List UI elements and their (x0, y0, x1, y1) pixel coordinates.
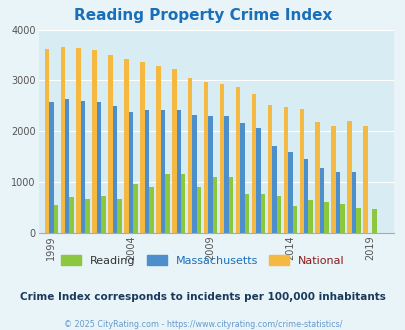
Bar (212, 177, 217, 233)
Bar (324, 202, 328, 233)
Bar (196, 187, 201, 233)
Bar (330, 126, 335, 233)
Bar (101, 196, 106, 233)
Bar (133, 184, 137, 233)
Bar (53, 205, 58, 233)
Bar (335, 172, 339, 233)
Bar (303, 159, 308, 233)
Bar (108, 54, 113, 233)
Bar (117, 199, 121, 233)
Bar (256, 128, 260, 233)
Bar (176, 110, 181, 233)
Bar (49, 102, 53, 233)
Bar (228, 177, 232, 233)
Bar (292, 206, 296, 233)
Bar (76, 49, 81, 233)
Bar (156, 66, 160, 233)
Bar (188, 78, 192, 233)
Bar (85, 199, 90, 233)
Bar (97, 102, 101, 233)
Bar (271, 146, 276, 233)
Bar (208, 116, 212, 233)
Bar (124, 59, 128, 233)
Bar (113, 106, 117, 233)
Bar (144, 110, 149, 233)
Bar (267, 105, 271, 233)
Bar (224, 116, 228, 233)
Legend: Reading, Massachusetts, National: Reading, Massachusetts, National (57, 250, 348, 270)
Bar (65, 99, 69, 233)
Bar (203, 82, 208, 233)
Bar (92, 50, 97, 233)
Bar (45, 49, 49, 233)
Bar (160, 110, 165, 233)
Bar (60, 47, 65, 233)
Text: Crime Index corresponds to incidents per 100,000 inhabitants: Crime Index corresponds to incidents per… (20, 292, 385, 302)
Bar (69, 197, 74, 233)
Bar (260, 194, 264, 233)
Bar (220, 84, 224, 233)
Bar (235, 86, 240, 233)
Bar (251, 94, 256, 233)
Bar (371, 209, 376, 233)
Bar (299, 109, 303, 233)
Bar (319, 168, 324, 233)
Bar (315, 121, 319, 233)
Bar (140, 62, 144, 233)
Bar (346, 121, 351, 233)
Bar (244, 194, 249, 233)
Bar (339, 204, 344, 233)
Bar (287, 152, 292, 233)
Bar (351, 172, 355, 233)
Bar (181, 174, 185, 233)
Bar (149, 187, 153, 233)
Bar (81, 101, 85, 233)
Bar (240, 123, 244, 233)
Bar (355, 208, 360, 233)
Bar (283, 107, 287, 233)
Bar (362, 126, 367, 233)
Bar (276, 196, 280, 233)
Text: Reading Property Crime Index: Reading Property Crime Index (74, 8, 331, 23)
Text: © 2025 CityRating.com - https://www.cityrating.com/crime-statistics/: © 2025 CityRating.com - https://www.city… (64, 320, 341, 329)
Bar (128, 112, 133, 233)
Bar (308, 200, 312, 233)
Bar (192, 115, 196, 233)
Bar (172, 69, 176, 233)
Bar (165, 174, 169, 233)
